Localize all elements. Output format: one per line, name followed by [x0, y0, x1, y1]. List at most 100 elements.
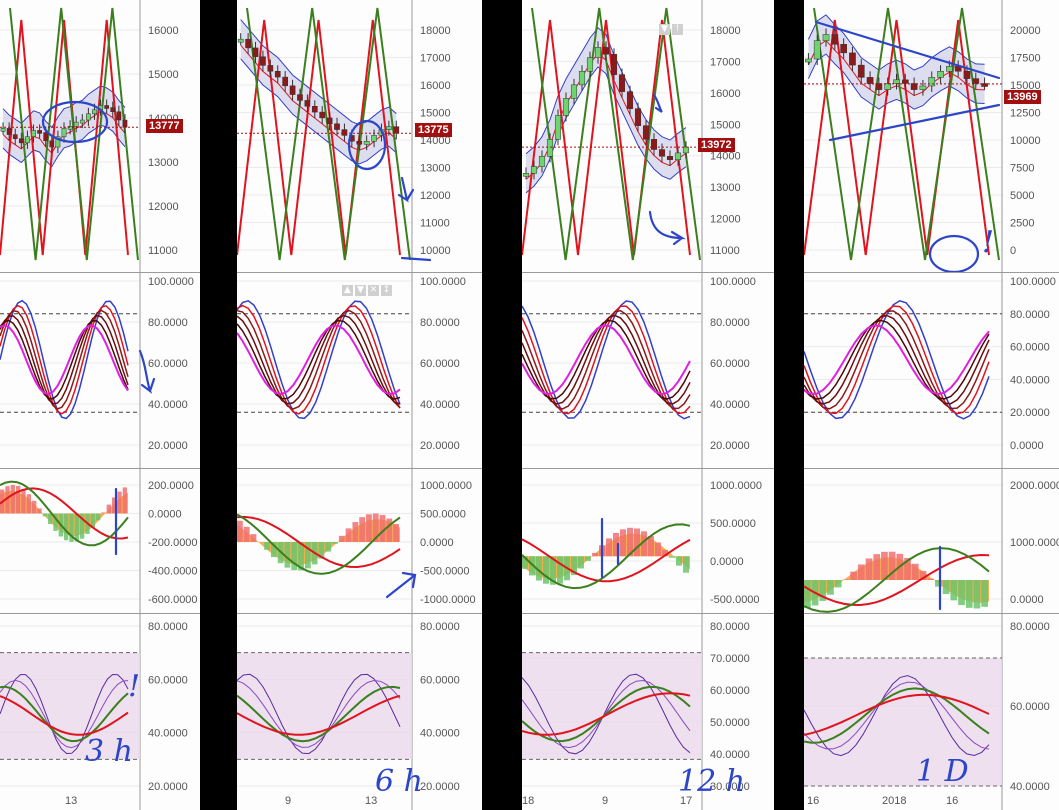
price-tick-label: 12500 [1010, 108, 1041, 120]
macd-tick-label: -500.0000 [710, 594, 760, 606]
bear-candle [12, 134, 18, 139]
exclamation-annotation: ! [982, 225, 995, 260]
macd-histogram-bar [16, 486, 21, 514]
macd-histogram-bar [965, 580, 973, 608]
macd-histogram-bar [536, 556, 542, 581]
stochastic-tick-label: 100.0000 [710, 276, 756, 288]
macd-panel-3h[interactable]: 200.0000 0.0000 -200.0000 -400.0000 -600.000… [0, 469, 200, 614]
macd-panel-6h[interactable]: 1000.0000 500.0000 0.0000 -500.0000 -1000.00… [237, 469, 482, 614]
macd-histogram-bar [827, 580, 834, 595]
info-icon[interactable]: ! [672, 24, 683, 35]
rsi-panel-1d[interactable]: 80.0000 60.0000 40.0000 16 2018 16 1 D [804, 614, 1059, 810]
macd-histogram-bar [958, 580, 965, 606]
price-flag-12h: 13972 [698, 138, 735, 152]
macd-signal-line [522, 538, 691, 583]
stochastic-panel-12h[interactable]: 100.0000 80.0000 60.0000 40.0000 20.0000 [522, 273, 774, 469]
resize-icon[interactable]: ↕ [381, 285, 392, 296]
price-tick-label: 16000 [148, 25, 179, 37]
close-icon[interactable]: ✕ [368, 285, 379, 296]
stochastic-tick-label: 100.0000 [420, 276, 466, 288]
bear-candle [260, 56, 266, 66]
bear-candle [963, 71, 971, 79]
green-indicator-line [9, 7, 139, 261]
macd-histogram-bar [42, 513, 47, 517]
bull-candle [822, 34, 830, 41]
circle-annotation [41, 100, 109, 144]
exclamation-annotation: ! [128, 669, 141, 704]
macd-histogram-bar [592, 552, 598, 557]
panel-toolbar[interactable]: ▼ ! [659, 24, 683, 35]
stochastic-panel-6h[interactable]: 100.0000 80.0000 60.0000 40.0000 20.0000 ▲ ▼… [237, 273, 482, 469]
bull-candle [682, 146, 690, 154]
macd-histogram-bar [386, 518, 393, 542]
bull-candle [946, 66, 953, 72]
macd-histogram-bar [80, 513, 85, 539]
bull-candle [55, 136, 61, 148]
up-arrow-icon[interactable]: ▲ [342, 285, 353, 296]
macd-tick-label: 0.0000 [1010, 594, 1044, 606]
stochastic-tick-label: 80.0000 [420, 317, 460, 329]
bear-candle [43, 132, 49, 142]
panel-toolbar[interactable]: ▲ ▼ ✕ ↕ [342, 285, 392, 296]
rsi-line [0, 695, 129, 736]
bear-candle [972, 78, 980, 84]
macd-histogram-bar [850, 571, 857, 580]
bull-candle [363, 141, 370, 145]
rsi-tick-label: 80.0000 [148, 621, 188, 633]
stochastic-tick-label: 20.0000 [1010, 407, 1050, 419]
rsi-line [237, 694, 401, 736]
bull-candle [31, 130, 36, 137]
macd-panel-1d[interactable]: 2000.0000 1000.0000 0.0000 [804, 469, 1059, 614]
down-arrow-icon[interactable]: ▼ [355, 285, 366, 296]
bull-candle [586, 57, 594, 72]
macd-histogram-bar [372, 513, 379, 542]
bear-candle [658, 149, 666, 157]
macd-histogram-bar [318, 542, 325, 559]
bull-candle [594, 47, 602, 58]
green-indicator-line [246, 7, 411, 261]
stochastic-tick-label: 80.0000 [710, 317, 750, 329]
rsi-tick-label: 40.0000 [710, 749, 750, 761]
bear-candle [910, 83, 918, 90]
triangle-annotation [814, 20, 1001, 142]
bull-candle [25, 136, 30, 144]
rsi-panel-6h[interactable]: 80.0000 60.0000 40.0000 20.0000 9 13 6 h [237, 614, 482, 810]
bull-candle [893, 79, 900, 84]
stochastic-panel-1d[interactable]: 100.0000 80.0000 60.0000 40.0000 20.0000 0.00… [804, 273, 1059, 469]
macd-histogram-bar [857, 564, 865, 580]
rsi-zone [522, 652, 702, 760]
bull-candle [79, 119, 85, 124]
macd-histogram-bar [74, 513, 79, 542]
rsi-panel-12h[interactable]: 80.0000 70.0000 60.0000 50.0000 40.0000 30.00… [522, 614, 774, 810]
price-panel-12h[interactable]: 18000 17000 16000 15000 14000 13000 12000 11000… [522, 0, 774, 273]
bear-candle [282, 76, 289, 87]
macd-histogram-bar [106, 504, 111, 514]
macd-panel-12h[interactable]: 1000.0000 500.0000 0.0000 -500.0000 [522, 469, 774, 614]
price-panel-6h[interactable]: 18000 17000 16000 15000 14000 13000 12000 11000… [237, 0, 482, 273]
rsi-panel-3h[interactable]: 80.0000 60.0000 40.0000 20.0000 13 3 h ! [0, 614, 200, 810]
stochastic-line [804, 319, 990, 400]
price-tick-label: 18000 [420, 25, 451, 37]
bull-candle [674, 152, 682, 160]
macd-histogram-bar [804, 580, 811, 608]
bollinger-band [240, 19, 397, 164]
price-panel-1d[interactable]: 20000 17500 15000 12500 10000 7500 5000 2500 0 1… [804, 0, 1059, 273]
macd-histogram-bar [393, 523, 399, 542]
bear-candle [356, 141, 363, 145]
stochastic-tick-label: 100.0000 [1010, 276, 1056, 288]
bear-candle [626, 91, 634, 109]
price-tick-label: 2500 [1010, 218, 1034, 230]
price-tick-label: 10000 [420, 245, 451, 257]
stochastic-tick-label: 0.0000 [1010, 440, 1044, 452]
stochastic-tick-label: 20.0000 [420, 440, 460, 452]
stochastic-tick-label: 60.0000 [420, 358, 460, 370]
x-label: 13 [65, 795, 78, 807]
down-arrow-icon[interactable]: ▼ [659, 24, 670, 35]
rsi-line [237, 685, 401, 743]
stochastic-tick-label: 20.0000 [710, 440, 750, 452]
bear-candle [341, 129, 348, 136]
macd-histogram-bar [270, 542, 277, 558]
rsi-tick-label: 40.0000 [148, 728, 188, 740]
stochastic-panel-3h[interactable]: 100.0000 80.0000 60.0000 40.0000 20.0000 [0, 273, 200, 469]
